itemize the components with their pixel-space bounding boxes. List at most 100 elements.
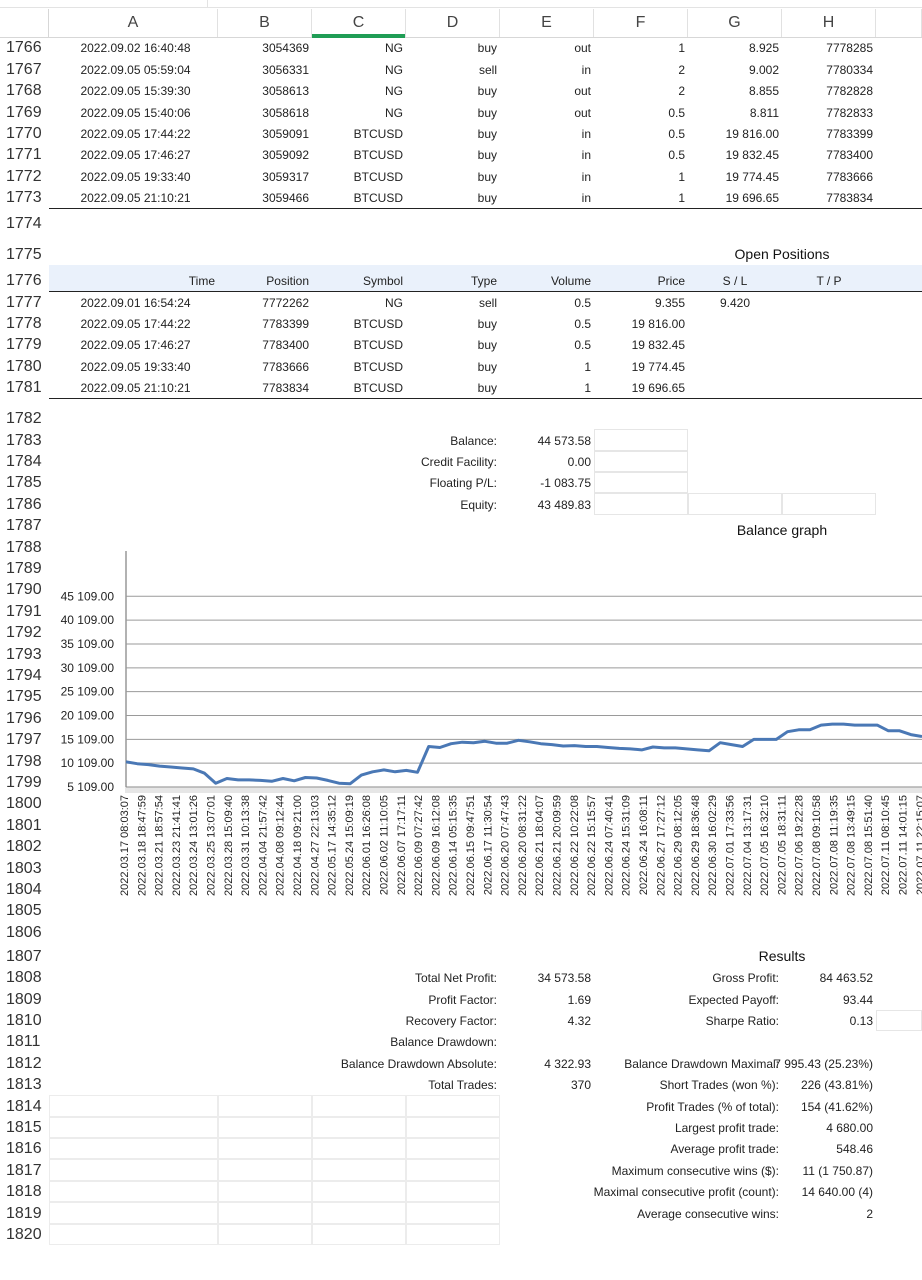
empty-cell[interactable] bbox=[594, 493, 688, 515]
result-value-right[interactable]: 0.13 bbox=[849, 1013, 873, 1028]
deal-direction-cell[interactable]: in bbox=[581, 169, 591, 184]
result-value-right[interactable]: 84 463.52 bbox=[819, 971, 873, 986]
position-symbol-cell[interactable]: BTCUSD bbox=[353, 359, 403, 374]
empty-cell[interactable] bbox=[406, 1180, 500, 1203]
deal-type-cell[interactable]: buy bbox=[477, 191, 497, 206]
header-position[interactable]: Position bbox=[266, 274, 309, 289]
row-number[interactable]: 1769 bbox=[6, 103, 42, 121]
column-header-a[interactable]: A bbox=[49, 9, 218, 37]
deal-symbol-cell[interactable]: BTCUSD bbox=[353, 191, 403, 206]
deal-order-cell[interactable]: 7783666 bbox=[826, 169, 873, 184]
deal-symbol-cell[interactable]: NG bbox=[385, 105, 403, 120]
empty-cell[interactable] bbox=[312, 1159, 406, 1181]
result-label-right[interactable]: Largest profit trade: bbox=[674, 1120, 779, 1135]
empty-cell[interactable] bbox=[218, 1202, 312, 1224]
column-header-f[interactable]: F bbox=[594, 9, 688, 37]
row-number[interactable]: 1820 bbox=[6, 1225, 42, 1243]
empty-cell[interactable] bbox=[49, 1116, 218, 1138]
position-id-cell[interactable]: 7783834 bbox=[262, 381, 309, 396]
row-number[interactable]: 1796 bbox=[6, 709, 42, 727]
result-label-right[interactable]: Maximum consecutive wins ($): bbox=[611, 1163, 779, 1178]
result-label-right[interactable]: Profit Trades (% of total): bbox=[646, 1099, 779, 1114]
result-value-right[interactable]: 2 bbox=[866, 1206, 873, 1221]
result-label-right[interactable]: Average consecutive wins: bbox=[637, 1206, 779, 1221]
row-number[interactable]: 1775 bbox=[6, 246, 42, 264]
row-number[interactable]: 1799 bbox=[6, 773, 42, 791]
deal-symbol-cell[interactable]: BTCUSD bbox=[353, 126, 403, 141]
result-label-right[interactable] bbox=[434, 1031, 782, 1052]
deal-time-cell[interactable]: 2022.09.02 16:40:48 bbox=[80, 41, 191, 56]
row-number[interactable]: 1815 bbox=[6, 1118, 42, 1136]
deal-price-cell[interactable]: 8.811 bbox=[749, 105, 779, 120]
result-value-left[interactable]: 1.69 bbox=[567, 992, 591, 1007]
header-time[interactable]: Time bbox=[188, 274, 215, 289]
row-number[interactable]: 1818 bbox=[6, 1183, 42, 1201]
empty-cell[interactable] bbox=[218, 1095, 312, 1117]
row-number[interactable]: 1806 bbox=[6, 923, 42, 941]
header-sl[interactable]: S / L bbox=[722, 274, 748, 289]
deal-type-cell[interactable]: buy bbox=[477, 169, 497, 184]
result-label-right[interactable]: Maximal consecutive profit (count): bbox=[593, 1185, 779, 1200]
position-id-cell[interactable]: 7783400 bbox=[262, 338, 309, 353]
column-header-c[interactable]: C bbox=[312, 9, 406, 38]
account-value[interactable]: -1 083.75 bbox=[540, 476, 591, 491]
result-label-right[interactable]: Average profit trade: bbox=[670, 1142, 779, 1157]
deal-id-cell[interactable]: 3059466 bbox=[262, 191, 309, 206]
empty-cell[interactable] bbox=[312, 1116, 406, 1138]
deal-time-cell[interactable]: 2022.09.05 15:39:30 bbox=[80, 84, 191, 99]
deal-price-cell[interactable]: 19 816.00 bbox=[725, 126, 779, 141]
account-label[interactable]: Balance: bbox=[450, 433, 497, 448]
result-value-left[interactable]: 4.32 bbox=[567, 1013, 591, 1028]
row-number[interactable]: 1786 bbox=[6, 495, 42, 513]
row-number[interactable]: 1788 bbox=[6, 538, 42, 556]
deal-price-cell[interactable]: 19 774.45 bbox=[725, 169, 779, 184]
row-number[interactable]: 1817 bbox=[6, 1161, 42, 1179]
select-all-corner[interactable] bbox=[0, 9, 49, 37]
empty-cell[interactable] bbox=[406, 1095, 500, 1117]
row-number[interactable]: 1771 bbox=[6, 146, 42, 164]
deal-direction-cell[interactable]: out bbox=[574, 41, 591, 56]
empty-cell[interactable] bbox=[406, 1138, 500, 1160]
column-header-h[interactable]: H bbox=[782, 9, 876, 37]
deal-time-cell[interactable]: 2022.09.05 17:44:22 bbox=[80, 126, 191, 141]
position-tp-cell[interactable] bbox=[782, 334, 876, 355]
header-type[interactable]: Type bbox=[470, 274, 497, 289]
empty-cell[interactable] bbox=[49, 1180, 218, 1203]
deal-symbol-cell[interactable]: NG bbox=[385, 62, 403, 77]
empty-cell[interactable] bbox=[406, 1202, 500, 1224]
position-time-cell[interactable]: 2022.09.05 21:10:21 bbox=[80, 381, 191, 396]
deal-id-cell[interactable]: 3054369 bbox=[262, 41, 309, 56]
position-id-cell[interactable]: 7783399 bbox=[262, 316, 309, 331]
row-number[interactable]: 1811 bbox=[6, 1033, 41, 1051]
deal-order-cell[interactable]: 7782833 bbox=[826, 105, 873, 120]
row-number[interactable]: 1787 bbox=[6, 517, 42, 535]
deal-type-cell[interactable]: buy bbox=[477, 148, 497, 163]
deal-order-cell[interactable]: 7780334 bbox=[826, 62, 873, 77]
row-number[interactable]: 1813 bbox=[6, 1076, 42, 1094]
deal-volume-cell[interactable]: 1 bbox=[678, 169, 685, 184]
position-sl-cell[interactable] bbox=[688, 355, 782, 376]
deal-direction-cell[interactable]: out bbox=[574, 105, 591, 120]
empty-cell[interactable] bbox=[594, 429, 688, 451]
deal-type-cell[interactable]: buy bbox=[477, 126, 497, 141]
open-positions-title[interactable]: Open Positions bbox=[734, 246, 830, 263]
result-value-right[interactable]: 14 640.00 (4) bbox=[801, 1185, 873, 1200]
empty-cell[interactable] bbox=[406, 1116, 500, 1138]
deal-direction-cell[interactable]: in bbox=[581, 62, 591, 77]
deal-id-cell[interactable]: 3059091 bbox=[262, 126, 309, 141]
empty-cell[interactable] bbox=[312, 1095, 406, 1117]
result-value-right[interactable]: 11 (1 750.87) bbox=[802, 1163, 874, 1178]
result-value-right[interactable] bbox=[782, 1224, 876, 1245]
result-value-right[interactable] bbox=[782, 1031, 876, 1052]
result-value-right[interactable]: 548.46 bbox=[836, 1142, 873, 1157]
deal-price-cell[interactable]: 8.925 bbox=[748, 41, 779, 56]
deal-id-cell[interactable]: 3059317 bbox=[262, 169, 309, 184]
position-sl-cell[interactable] bbox=[688, 377, 782, 398]
column-header-e[interactable]: E bbox=[500, 9, 594, 37]
deal-volume-cell[interactable]: 0.5 bbox=[668, 126, 685, 141]
position-time-cell[interactable]: 2022.09.05 17:44:22 bbox=[80, 316, 191, 331]
empty-cell[interactable] bbox=[312, 1180, 406, 1203]
account-value[interactable]: 44 573.58 bbox=[537, 433, 591, 448]
position-tp-cell[interactable] bbox=[782, 377, 876, 398]
position-price-cell[interactable]: 19 774.45 bbox=[631, 359, 685, 374]
